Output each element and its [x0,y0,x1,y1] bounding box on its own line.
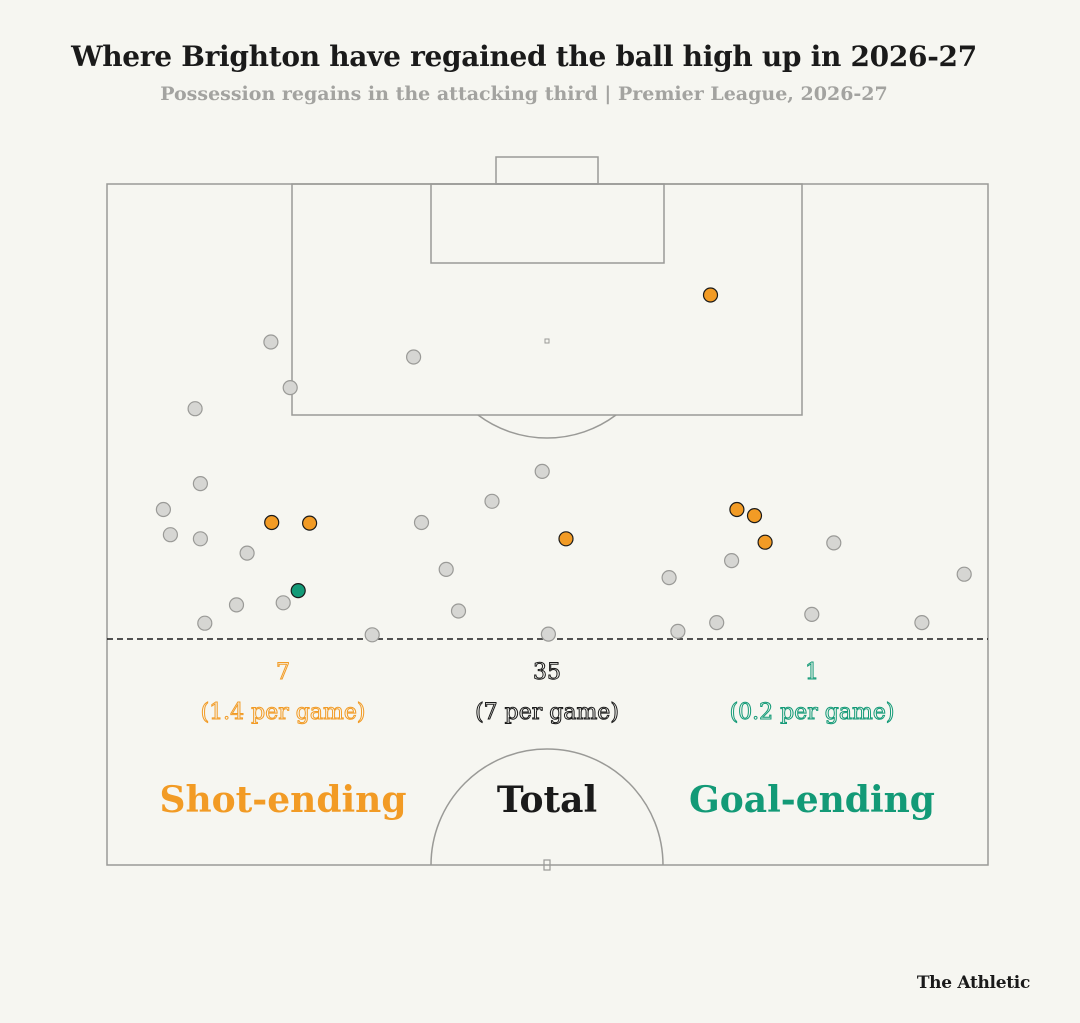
regain-point [670,623,686,640]
regain-point [364,627,380,643]
goal-label: Goal-ending [689,779,935,821]
regain-point [723,552,740,569]
summary-total: 35 (7 per game) Total [475,660,620,822]
regain-point [192,531,208,547]
summary-shot: 7 (1.4 per game) Shot-ending [159,660,406,822]
goal-per-game: (0.2 per game) [730,700,895,725]
regain-point [804,606,820,623]
regain-point [197,615,213,631]
shot-label: Shot-ending [159,779,406,821]
regain-point [914,614,930,631]
center-circle-arc [430,748,664,866]
regain-point [826,535,842,551]
regain-point [155,501,171,518]
total-label: Total [497,779,597,821]
shot-ending-point [302,515,318,531]
regain-point [413,514,430,531]
regain-point [228,597,245,613]
center-spot [543,859,551,871]
regain-points [155,287,972,643]
regain-point [192,476,208,492]
regain-point [275,595,291,611]
shot-ending-point [729,501,745,518]
six-yard-box [430,183,665,264]
total-per-game: (7 per game) [475,700,619,725]
regain-point [540,626,557,642]
total-count: 35 [533,660,561,685]
goal-frame [495,156,599,185]
penalty-spot [544,338,550,344]
shot-ending-point [264,514,280,531]
regain-point [438,561,454,578]
brand-logo-text: The Athletic [916,973,1030,993]
regain-point [661,569,677,586]
regain-point [534,463,550,479]
chart-subtitle: Possession regains in the attacking thir… [160,83,888,105]
regain-point [956,566,972,582]
regain-point [450,603,467,619]
penalty-arc [477,414,617,439]
shot-ending-point [702,287,719,303]
shot-ending-point [746,507,763,524]
regain-point [709,614,725,631]
regain-point [162,527,178,543]
regain-point [187,401,203,417]
pitch-outline [106,183,989,866]
regain-point [263,334,279,350]
penalty-box [291,183,803,416]
shot-count: 7 [276,660,290,685]
regain-point [406,349,422,365]
regain-point [484,493,500,509]
shot-ending-point [558,531,574,547]
goal-ending-point [290,582,306,599]
shot-per-game: (1.4 per game) [201,700,366,725]
regain-point [282,380,298,396]
goal-count: 1 [805,660,819,685]
summary-goal: 1 (0.2 per game) Goal-ending [689,660,935,822]
shot-ending-point [757,534,773,550]
chart-title: Where Brighton have regained the ball hi… [71,40,977,73]
regain-point [239,545,255,561]
pitch-markings [106,156,989,871]
